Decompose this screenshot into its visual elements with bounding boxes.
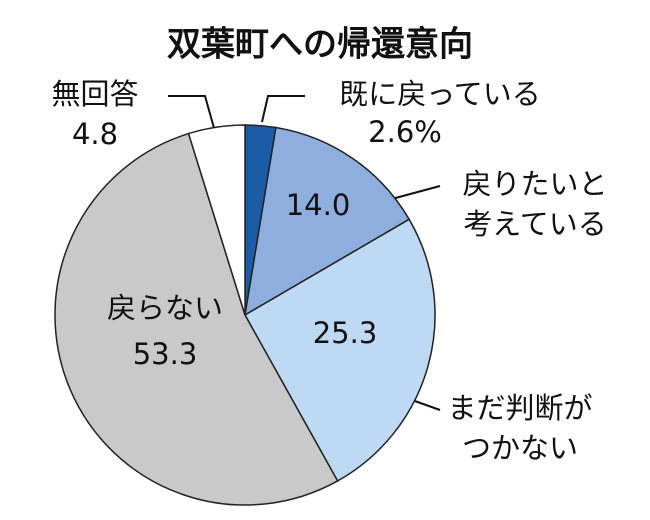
value-label: 53.3 xyxy=(133,337,198,371)
leader-line xyxy=(387,185,441,201)
value-label: 25.3 xyxy=(313,316,378,350)
pie-slice xyxy=(243,218,436,482)
pie-slice xyxy=(187,124,246,316)
pie-slice xyxy=(54,132,339,506)
leader-line xyxy=(168,95,215,129)
leader-line xyxy=(261,95,305,123)
value-label: 4.8 xyxy=(72,117,118,151)
category-label: 既に戻っている xyxy=(339,77,541,111)
chart-title: 双葉町への帰還意向 xyxy=(167,25,473,65)
category-label: 戻らない xyxy=(107,291,223,325)
category-label: まだ判断がつかない xyxy=(447,391,592,465)
pie-slice xyxy=(244,126,411,317)
value-label: 14.0 xyxy=(286,188,351,222)
category-label: 戻りたいと考えている xyxy=(462,167,607,241)
value-label: 2.6% xyxy=(368,115,442,149)
category-label: 無回答 xyxy=(51,77,138,111)
